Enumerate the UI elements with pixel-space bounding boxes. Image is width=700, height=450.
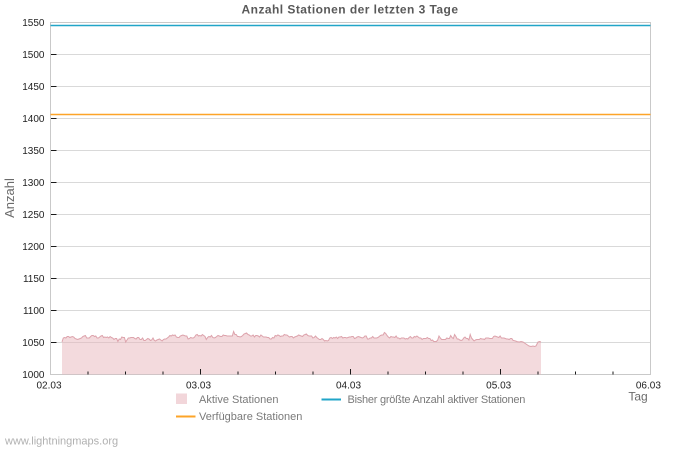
svg-text:1350: 1350: [22, 146, 45, 157]
svg-text:05.03: 05.03: [486, 381, 511, 392]
svg-text:Anzahl Stationen der letzten 3: Anzahl Stationen der letzten 3 Tage: [242, 3, 459, 17]
svg-text:1000: 1000: [22, 370, 45, 381]
svg-text:1200: 1200: [22, 242, 45, 253]
svg-text:1050: 1050: [22, 338, 45, 349]
svg-text:02.03: 02.03: [36, 381, 61, 392]
svg-text:1550: 1550: [22, 18, 45, 29]
svg-text:1300: 1300: [22, 178, 45, 189]
svg-text:04.03: 04.03: [336, 381, 361, 392]
svg-text:Bisher größte Anzahl aktiver S: Bisher größte Anzahl aktiver Stationen: [348, 394, 526, 406]
svg-text:Aktive Stationen: Aktive Stationen: [199, 394, 279, 406]
svg-text:1100: 1100: [23, 306, 45, 317]
svg-text:Anzahl: Anzahl: [2, 178, 17, 218]
svg-text:06.03: 06.03: [636, 381, 661, 392]
svg-text:1500: 1500: [22, 50, 45, 61]
svg-text:1400: 1400: [22, 114, 45, 125]
svg-text:1450: 1450: [22, 82, 45, 93]
svg-text:1150: 1150: [23, 274, 45, 285]
svg-text:Verfügbare Stationen: Verfügbare Stationen: [199, 411, 302, 423]
svg-text:1250: 1250: [22, 210, 45, 221]
svg-text:www.lightningmaps.org: www.lightningmaps.org: [4, 436, 118, 448]
svg-text:03.03: 03.03: [186, 381, 211, 392]
svg-text:Tag: Tag: [628, 390, 647, 404]
